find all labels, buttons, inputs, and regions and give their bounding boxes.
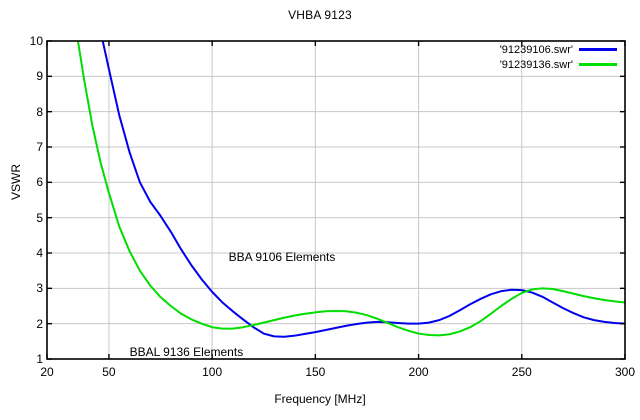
- chart-title: VHBA 9123: [288, 8, 352, 22]
- x-tick-label: 50: [102, 365, 116, 379]
- x-axis-title: Frequency [MHz]: [274, 392, 366, 406]
- axis-frame: [46, 40, 626, 360]
- x-tick-label: 200: [408, 365, 429, 379]
- y-tick-label: 2: [36, 316, 43, 331]
- legend-entry-1: '91239106.swr': [455, 42, 617, 57]
- plot-annotation-label: BBAL 9136 Elements: [129, 344, 244, 359]
- legend-entry-2: '91239136.swr': [455, 57, 617, 72]
- y-tick-label: 9: [36, 69, 43, 84]
- y-tick-labels: 1 2 3 4 5 6 7 8 9 10: [0, 0, 43, 420]
- series-line-2: [76, 41, 625, 337]
- y-tick-label: 5: [36, 210, 43, 225]
- y-tick-label: 4: [36, 246, 43, 260]
- y-tick-label: 3: [36, 281, 43, 296]
- y-tick-label: 1: [36, 352, 43, 366]
- plot-background: [47, 41, 625, 359]
- plot-annotation-label: BBA 9106 Elements: [228, 249, 336, 264]
- legend-color-swatch: [579, 48, 617, 51]
- series-line-1: [101, 41, 625, 338]
- legend-color-swatch: [579, 63, 617, 66]
- x-tick-label: 150: [305, 365, 326, 379]
- y-tick-label: 6: [36, 175, 43, 190]
- y-tick-label: 8: [36, 104, 43, 119]
- x-tick-label: 250: [511, 365, 532, 379]
- y-tick-label: 7: [36, 140, 43, 154]
- x-tick-label: 300: [614, 365, 636, 379]
- legend: '91239106.swr' '91239136.swr': [455, 42, 617, 72]
- legend-entry-label: '91239106.swr': [499, 43, 573, 56]
- y-tick-label: 10: [29, 34, 43, 48]
- x-tick-label: 100: [202, 365, 223, 379]
- x-tick-label: 20: [40, 365, 54, 379]
- legend-entry-label: '91239136.swr': [499, 58, 573, 71]
